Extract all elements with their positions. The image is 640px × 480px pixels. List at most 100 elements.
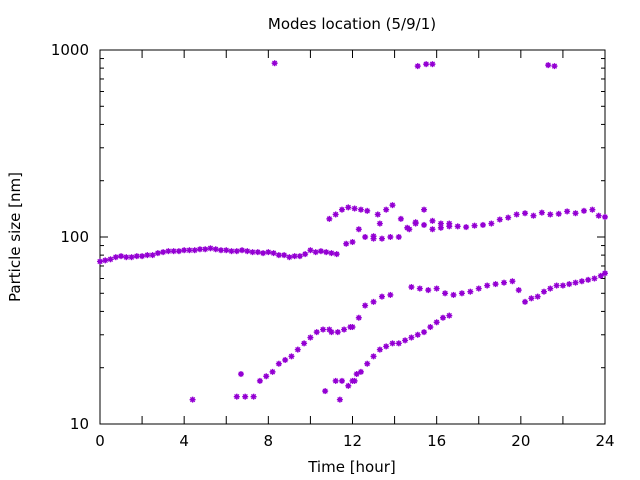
chart-title: Modes location (5/9/1) bbox=[268, 15, 436, 33]
data-point bbox=[233, 393, 240, 400]
data-point bbox=[175, 248, 182, 255]
data-point bbox=[296, 253, 303, 260]
data-point bbox=[341, 326, 348, 333]
data-point bbox=[250, 393, 257, 400]
data-point bbox=[191, 247, 198, 254]
data-point bbox=[389, 202, 396, 209]
data-point bbox=[446, 312, 453, 319]
data-point bbox=[294, 346, 301, 353]
data-point bbox=[467, 288, 474, 295]
data-point bbox=[223, 247, 230, 254]
data-point bbox=[364, 207, 371, 214]
data-point bbox=[528, 295, 535, 302]
data-point bbox=[408, 334, 415, 341]
data-point bbox=[242, 393, 249, 400]
data-point bbox=[429, 226, 436, 233]
data-point bbox=[154, 250, 161, 257]
data-point bbox=[471, 222, 478, 229]
data-point bbox=[585, 276, 592, 283]
data-point bbox=[196, 246, 203, 253]
data-point bbox=[437, 220, 444, 227]
data-point bbox=[307, 334, 314, 341]
data-point bbox=[345, 382, 352, 389]
data-point bbox=[378, 235, 385, 242]
data-point bbox=[450, 291, 457, 298]
data-point bbox=[540, 288, 547, 295]
data-point bbox=[479, 221, 486, 228]
data-point bbox=[260, 250, 267, 257]
data-point bbox=[338, 206, 345, 213]
data-point bbox=[578, 278, 585, 285]
data-point bbox=[302, 251, 309, 258]
data-point bbox=[427, 324, 434, 331]
data-point bbox=[322, 388, 329, 395]
data-point bbox=[564, 208, 571, 215]
data-point bbox=[128, 254, 135, 261]
data-point bbox=[347, 324, 354, 331]
data-point bbox=[414, 63, 421, 70]
data-point bbox=[351, 205, 358, 212]
data-point bbox=[429, 61, 436, 68]
data-point bbox=[355, 226, 362, 233]
data-point bbox=[288, 353, 295, 360]
data-point bbox=[402, 337, 409, 344]
data-point bbox=[165, 248, 172, 255]
data-point bbox=[271, 60, 278, 67]
data-point bbox=[555, 210, 562, 217]
data-points bbox=[97, 60, 608, 403]
data-point bbox=[408, 284, 415, 291]
data-point bbox=[505, 214, 512, 221]
data-point bbox=[515, 287, 522, 294]
data-point bbox=[118, 253, 125, 260]
x-tick-label: 24 bbox=[595, 432, 614, 450]
data-point bbox=[181, 247, 188, 254]
data-point bbox=[433, 319, 440, 326]
data-point bbox=[376, 220, 383, 227]
data-point bbox=[553, 282, 560, 289]
data-point bbox=[551, 63, 558, 70]
data-point bbox=[275, 360, 282, 367]
x-tick-label: 4 bbox=[179, 432, 189, 450]
data-point bbox=[591, 275, 598, 282]
data-point bbox=[446, 220, 453, 227]
data-point bbox=[212, 246, 219, 253]
x-tick-label: 16 bbox=[427, 432, 446, 450]
plot-frame bbox=[99, 49, 606, 425]
data-point bbox=[412, 220, 419, 227]
data-point bbox=[484, 282, 491, 289]
data-point bbox=[488, 220, 495, 227]
data-point bbox=[355, 314, 362, 321]
data-point bbox=[475, 285, 482, 292]
x-tick-labels: 0 4 8 12 16 20 24 bbox=[95, 432, 614, 450]
y-tick-labels: 10 100 1000 bbox=[51, 41, 89, 433]
data-point bbox=[429, 217, 436, 224]
data-point bbox=[442, 290, 449, 297]
x-tick-label: 0 bbox=[95, 432, 105, 450]
data-point bbox=[320, 326, 327, 333]
data-point bbox=[313, 329, 320, 336]
data-point bbox=[282, 356, 289, 363]
data-point bbox=[228, 248, 235, 255]
data-point bbox=[345, 204, 352, 211]
data-point bbox=[580, 207, 587, 214]
data-point bbox=[323, 249, 330, 256]
data-point bbox=[425, 287, 432, 294]
data-point bbox=[370, 233, 377, 240]
data-point bbox=[538, 209, 545, 216]
data-point bbox=[160, 249, 167, 256]
data-point bbox=[332, 377, 339, 384]
data-point bbox=[547, 211, 554, 218]
data-point bbox=[492, 281, 499, 288]
data-point bbox=[414, 331, 421, 338]
data-point bbox=[281, 252, 288, 259]
data-point bbox=[374, 211, 381, 218]
data-point bbox=[376, 346, 383, 353]
data-point bbox=[439, 314, 446, 321]
data-point bbox=[334, 329, 341, 336]
data-point bbox=[189, 396, 196, 403]
data-point bbox=[107, 256, 114, 263]
data-point bbox=[421, 221, 428, 228]
data-point bbox=[326, 215, 333, 222]
data-point bbox=[301, 340, 308, 347]
